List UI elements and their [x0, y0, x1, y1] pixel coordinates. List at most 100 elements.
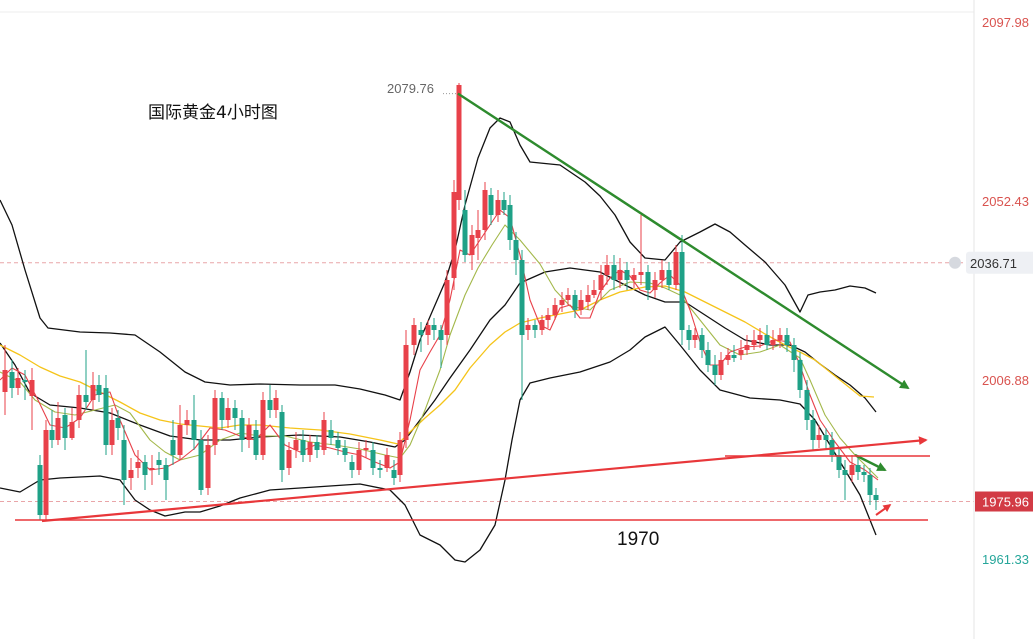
ma-long [0, 285, 875, 445]
candle-body-43 [293, 440, 299, 450]
candle-body-117 [784, 335, 790, 345]
candle-body-11 [76, 395, 82, 420]
candle-body-32 [219, 398, 225, 420]
candle-body-5 [37, 465, 43, 515]
candle-body-7 [49, 430, 55, 440]
candle-body-14 [96, 385, 102, 395]
candle-body-98 [659, 270, 665, 280]
candle-body-52 [356, 450, 362, 470]
candle-body-63 [431, 325, 437, 330]
candle-body-114 [764, 335, 770, 345]
price-tick-3: 1961.33 [982, 552, 1029, 567]
candle-body-107 [718, 360, 724, 375]
candle-body-76 [513, 240, 519, 260]
candle-body-126 [842, 470, 848, 475]
candle-body-18 [121, 440, 127, 480]
candle-body-62 [425, 325, 431, 335]
candle-body-41 [279, 412, 285, 470]
candle-body-19 [128, 470, 134, 478]
candle-body-128 [855, 465, 861, 472]
candle-body-120 [804, 390, 810, 420]
bollinger-middle [0, 267, 877, 448]
candle-body-15 [103, 388, 109, 445]
candle-body-93 [624, 270, 630, 280]
candle-body-65 [444, 280, 450, 335]
candle-body-86 [578, 300, 584, 310]
candle-body-17 [115, 418, 121, 428]
price-tick-1: 2052.43 [982, 194, 1029, 209]
bollinger-upper [0, 117, 877, 401]
price-tick-2: 2006.88 [982, 373, 1029, 388]
candle-body-125 [836, 455, 842, 470]
price-marker-bg-0 [966, 251, 1033, 274]
candle-body-108 [725, 355, 731, 360]
candle-body-59 [403, 345, 409, 440]
candle-body-115 [770, 340, 776, 345]
candle-body-22 [149, 468, 155, 470]
bollinger-lower [0, 326, 877, 563]
price-axis: 2097.98 2052.43 2006.88 1961.33 2036.71 1975.… [949, 15, 1033, 567]
bollinger-bands [0, 117, 877, 563]
candle-body-101 [679, 252, 685, 330]
candle-body-34 [232, 408, 238, 418]
candle-body-39 [267, 400, 273, 410]
candle-body-29 [198, 440, 204, 490]
candle-body-102 [686, 330, 692, 340]
trend-lines [15, 92, 930, 523]
candle-body-36 [246, 425, 252, 440]
candle-body-27 [184, 420, 190, 425]
candle-body-60 [411, 325, 417, 345]
candle-body-47 [321, 420, 327, 450]
candle-body-103 [692, 335, 698, 340]
candle-body-81 [545, 315, 551, 320]
candle-body-23 [156, 460, 162, 465]
candle-body-51 [349, 462, 355, 470]
candle-body-67 [456, 85, 462, 200]
candle-body-87 [585, 295, 591, 302]
candle-body-49 [335, 440, 341, 448]
short-up-arrow [875, 504, 892, 516]
candle-body-1 [9, 372, 15, 388]
candle-body-58 [397, 440, 403, 475]
candle-body-6 [43, 430, 49, 515]
candle-body-123 [823, 435, 829, 440]
descending-trend-line-thin [457, 93, 681, 241]
candle-body-75 [507, 205, 513, 240]
price-tick-0: 2097.98 [982, 15, 1029, 30]
candle-body-37 [253, 430, 259, 455]
candle-body-78 [525, 325, 531, 330]
candle-body-110 [738, 350, 744, 355]
candle-body-129 [861, 472, 867, 475]
candle-body-113 [757, 335, 763, 340]
candle-body-64 [438, 330, 444, 340]
price-marker-label-0: 2036.71 [970, 256, 1017, 271]
candle-body-79 [532, 325, 538, 330]
candle-body-112 [751, 340, 757, 345]
candle-body-118 [791, 345, 797, 360]
candle-body-0 [2, 370, 8, 392]
short-down-arrow [854, 453, 887, 472]
candle-body-30 [205, 445, 211, 488]
candle-body-42 [286, 450, 292, 468]
candle-body-99 [666, 270, 672, 285]
ascending-trend-line [41, 436, 928, 523]
candle-body-68 [462, 210, 468, 255]
candle-body-96 [645, 272, 651, 290]
candle-body-88 [591, 290, 597, 295]
candle-body-109 [731, 355, 737, 358]
grid-lines [0, 11, 974, 503]
candle-body-92 [617, 270, 623, 280]
candle-body-97 [652, 280, 658, 290]
candle-body-8 [55, 418, 61, 440]
candle-body-94 [631, 275, 637, 280]
candle-body-25 [170, 440, 176, 455]
alarm-icon [949, 256, 961, 269]
candle-body-12 [83, 395, 89, 402]
price-marker-bg-1 [975, 491, 1033, 512]
candle-body-46 [314, 442, 320, 450]
candle-body-95 [638, 272, 644, 275]
candle-body-4 [29, 380, 35, 396]
candle-body-73 [495, 200, 501, 215]
candle-body-105 [705, 350, 711, 365]
